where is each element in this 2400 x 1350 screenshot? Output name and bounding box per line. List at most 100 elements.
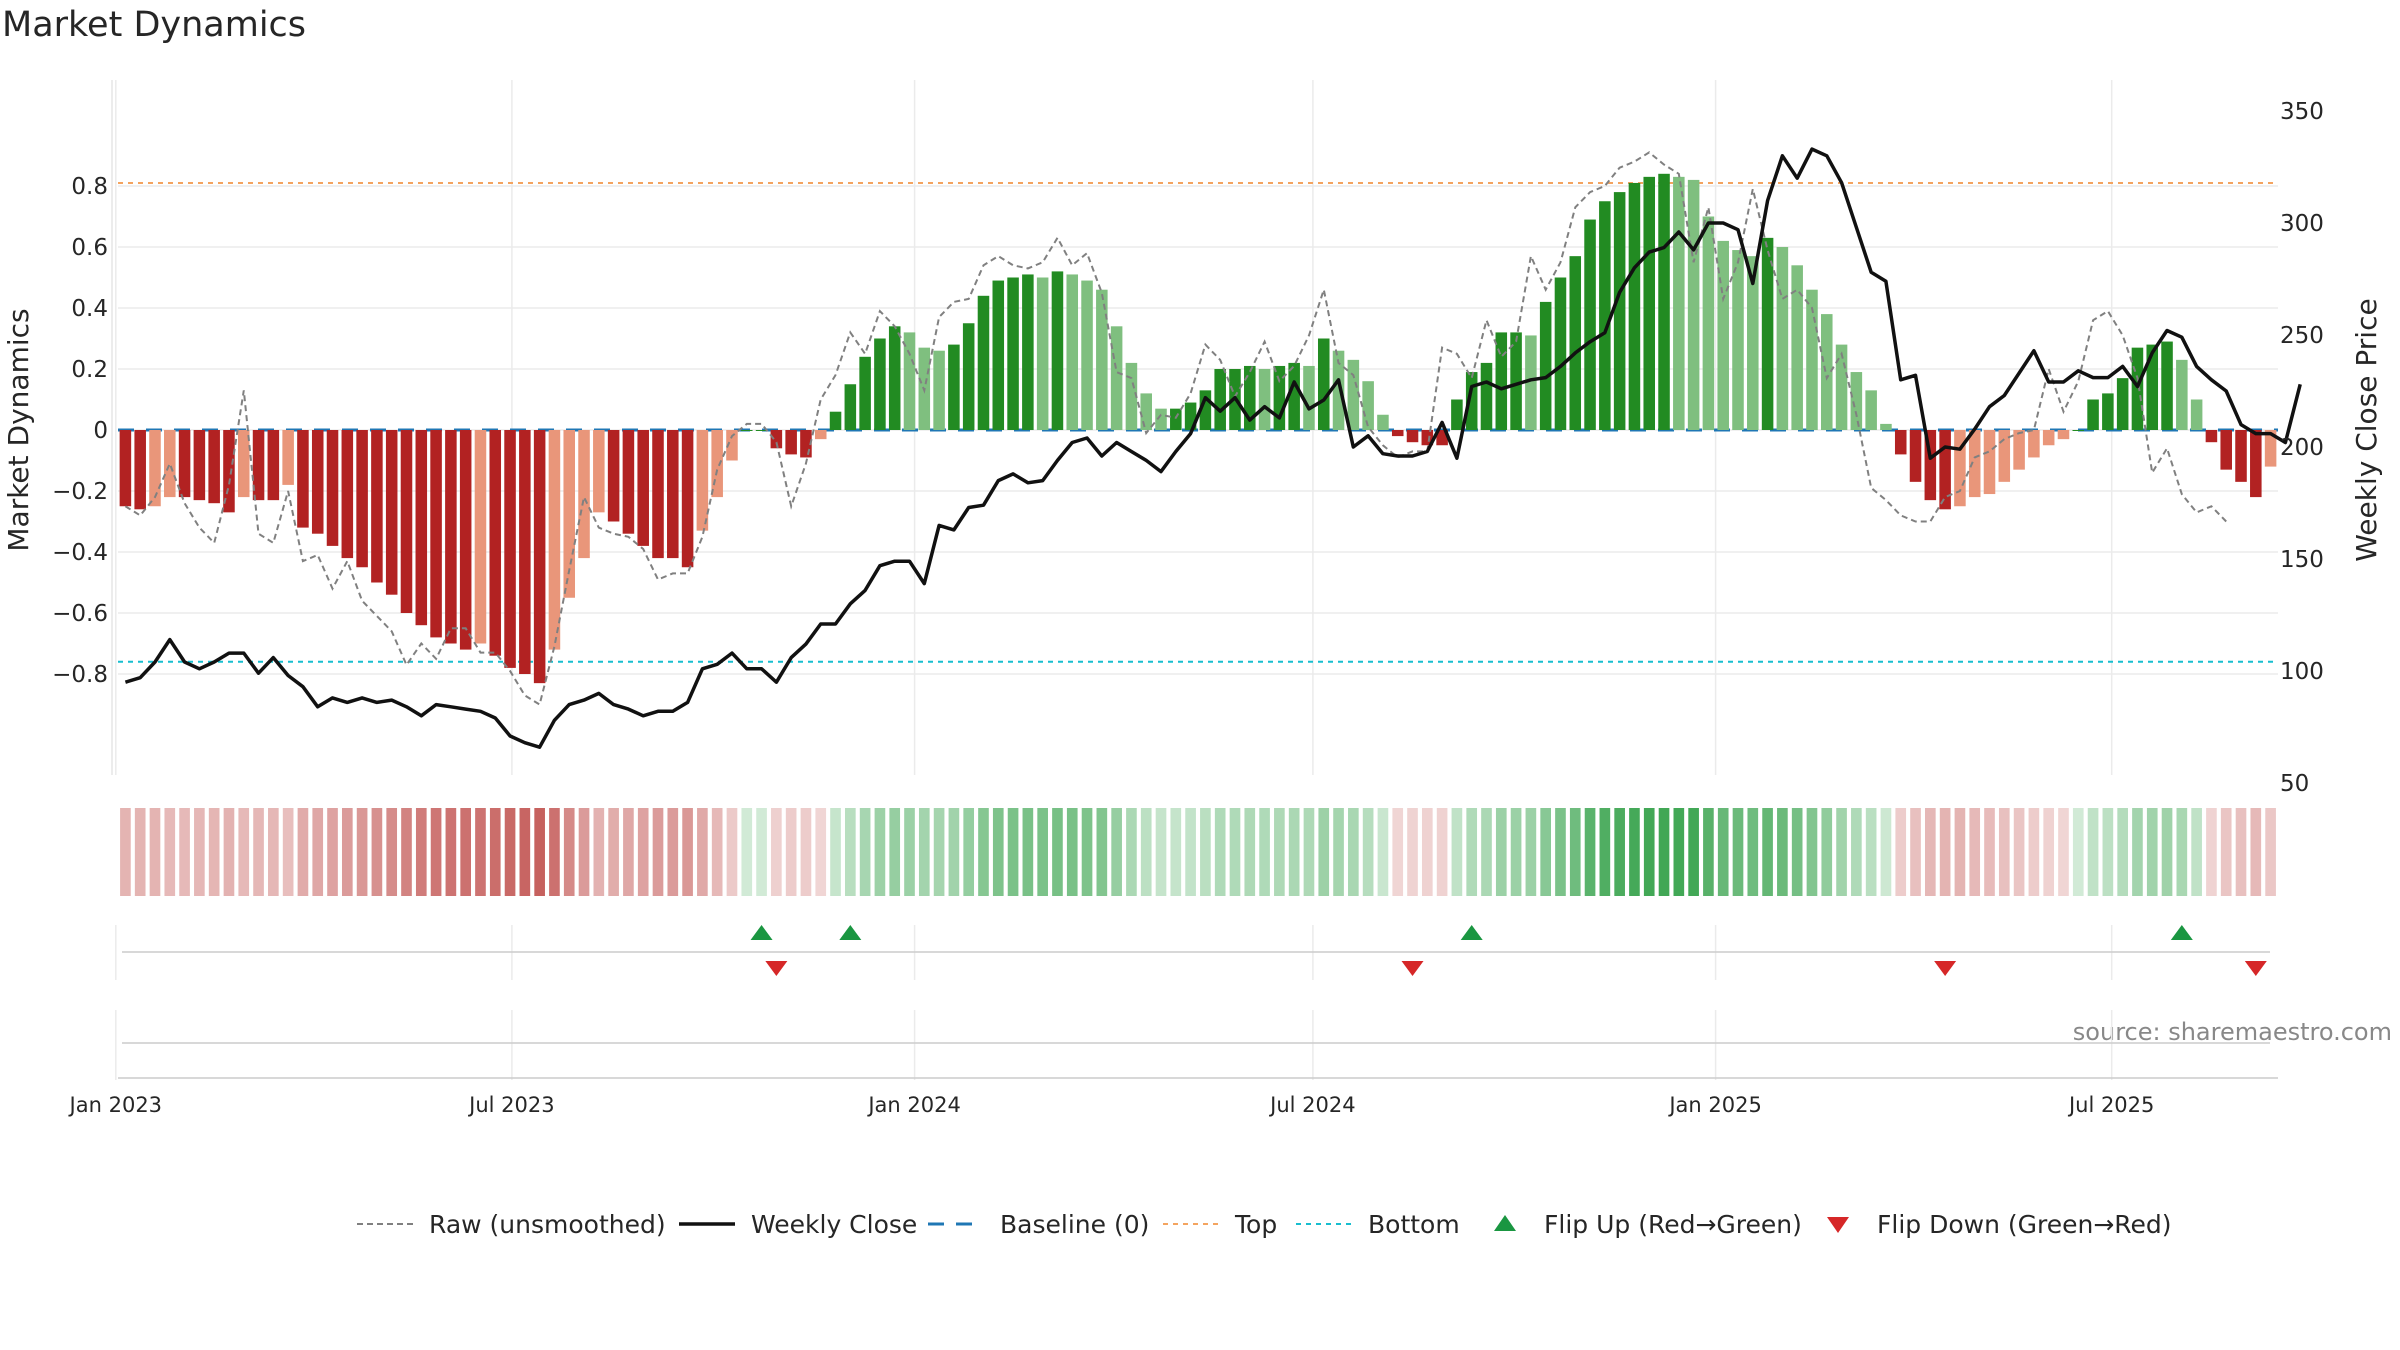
dynamics-bar — [1732, 250, 1744, 430]
dynamics-bar — [1436, 430, 1448, 446]
regime-cell — [874, 808, 886, 896]
dynamics-bar — [548, 430, 561, 650]
regime-cell — [830, 808, 841, 896]
y2-tick-label: 250 — [2280, 323, 2324, 349]
dynamics-bar — [1170, 408, 1182, 430]
dynamics-bar — [400, 430, 413, 613]
dynamics-bar — [814, 430, 827, 440]
regime-cell — [1717, 808, 1729, 896]
dynamics-bar — [430, 430, 442, 638]
regime-cell — [1037, 808, 1048, 896]
flip-down-marker — [2244, 961, 2267, 976]
regime-cell — [1703, 808, 1714, 896]
dynamics-bar — [1140, 393, 1152, 430]
regime-cell — [415, 808, 427, 896]
regime-cell — [1732, 808, 1744, 896]
dynamics-bar — [1081, 280, 1093, 430]
dynamics-bar — [859, 356, 871, 430]
regime-cell — [149, 808, 161, 896]
dynamics-bar — [622, 430, 635, 534]
regime-cell — [1111, 808, 1122, 896]
regime-cell — [1821, 808, 1833, 896]
dynamics-bar — [2176, 359, 2188, 430]
regime-cell — [1791, 808, 1803, 896]
dynamics-bar — [1096, 289, 1108, 430]
dynamics-bar — [1347, 359, 1360, 430]
regime-cell — [386, 808, 398, 896]
legend-label: Flip Down (Green→Red) — [1877, 1210, 2172, 1239]
chart-title: Market Dynamics — [2, 5, 306, 45]
regime-cell — [1895, 808, 1907, 896]
dynamics-bar — [1835, 344, 1848, 430]
regime-cell — [756, 808, 767, 896]
y2-tick-label: 300 — [2280, 211, 2324, 237]
dynamics-bar — [252, 430, 265, 501]
regime-cell — [1140, 808, 1152, 896]
regime-cell — [120, 808, 131, 896]
flip-down-marker — [765, 961, 788, 976]
y2-tick-label: 50 — [2280, 771, 2309, 797]
flip-marker-panel — [115, 925, 2278, 1080]
regime-cell — [1052, 808, 1063, 896]
flip-up-marker — [750, 925, 773, 940]
dynamics-bar — [1421, 430, 1434, 446]
regime-cell — [401, 808, 412, 896]
regime-cell — [282, 808, 294, 896]
dynamics-bar — [119, 430, 132, 507]
legend-label: Flip Up (Red→Green) — [1544, 1210, 1802, 1239]
dynamics-bar — [1110, 326, 1123, 430]
dynamics-bar — [459, 430, 472, 650]
regime-cell — [1155, 808, 1167, 896]
regime-cell — [1333, 808, 1344, 896]
regime-cell — [1007, 808, 1019, 896]
dynamics-bar — [1584, 219, 1596, 430]
dynamics-bar — [1599, 201, 1611, 430]
y2-tick-label: 350 — [2280, 99, 2324, 125]
dynamics-bar — [2028, 430, 2040, 458]
regime-cell — [1244, 808, 1256, 896]
dynamics-bar — [208, 430, 220, 504]
y2-tick-label: 150 — [2280, 547, 2324, 573]
regime-cell — [608, 808, 619, 896]
regime-cell — [1377, 808, 1389, 896]
dynamics-bar — [667, 430, 679, 559]
regime-cell — [1200, 808, 1211, 896]
dynamics-bar — [696, 430, 709, 531]
dynamics-bar — [1510, 332, 1522, 430]
regime-cell — [2220, 808, 2232, 896]
regime-cell — [2028, 808, 2040, 896]
regime-cell — [2250, 808, 2262, 896]
dynamics-bar — [800, 430, 812, 458]
regime-strip — [120, 808, 2276, 896]
dynamics-bar — [2146, 344, 2159, 430]
dynamics-bar — [2013, 430, 2025, 470]
dynamics-bar — [563, 430, 576, 598]
y-tick-label: 0.4 — [71, 296, 108, 322]
dynamics-bar — [1036, 277, 1049, 430]
dynamics-bar — [223, 430, 235, 513]
dynamics-bar — [1465, 372, 1478, 430]
regime-cell — [978, 808, 989, 896]
regime-cell — [1688, 808, 1699, 896]
regime-cell — [1954, 808, 1966, 896]
regime-cell — [1643, 808, 1655, 896]
dynamics-bar — [962, 323, 975, 430]
dynamics-bar — [1258, 369, 1271, 430]
dynamics-bar — [297, 430, 309, 528]
regime-cell — [341, 808, 353, 896]
dynamics-bar — [1968, 430, 1981, 498]
dynamics-bar — [445, 430, 457, 644]
dynamics-bar — [1184, 402, 1197, 430]
regime-cell — [667, 808, 679, 896]
dynamics-bar — [933, 350, 945, 430]
regime-cell — [312, 808, 324, 896]
regime-cell — [238, 808, 250, 896]
regime-cell — [1747, 808, 1759, 896]
dynamics-bar — [652, 430, 664, 559]
dynamics-bar — [1791, 265, 1803, 430]
y-tick-label: 0 — [93, 418, 108, 444]
regime-cell — [1555, 808, 1566, 896]
regime-cell — [1259, 808, 1270, 896]
regime-cell — [1629, 808, 1640, 896]
dynamics-bar — [637, 430, 649, 546]
